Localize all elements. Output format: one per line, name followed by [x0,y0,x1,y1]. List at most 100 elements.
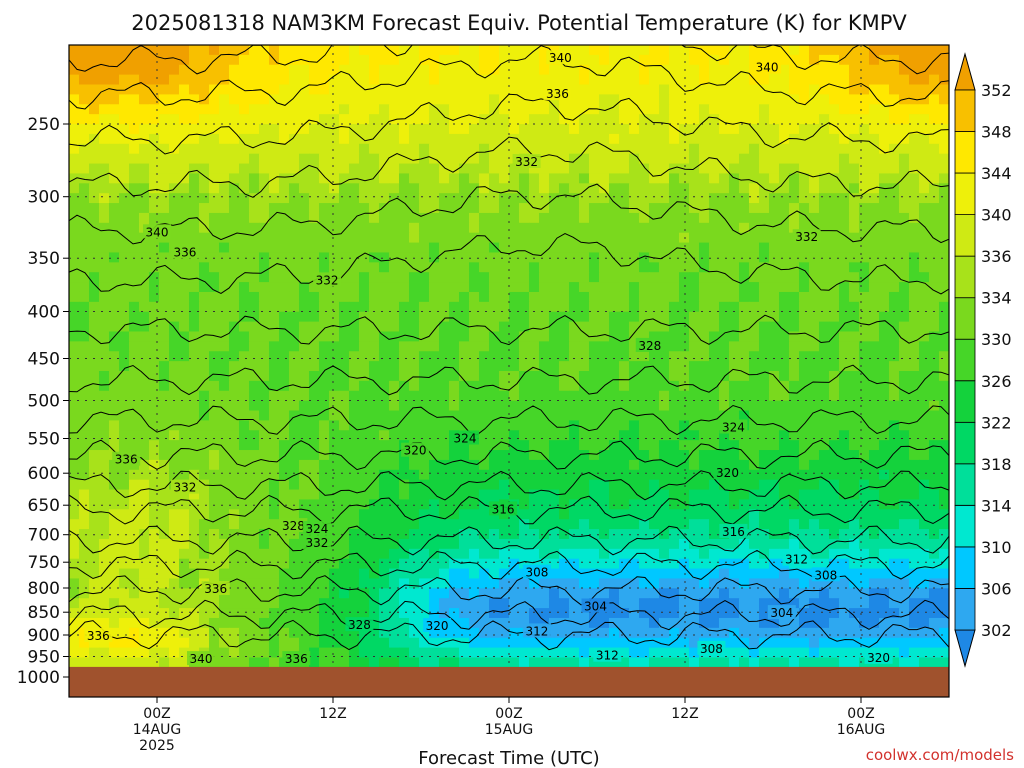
field-cell [699,351,710,362]
field-cell [309,193,320,204]
field-cell [469,509,480,520]
field-cell [149,430,160,441]
field-cell [739,272,750,283]
field-cell [79,380,90,392]
field-cell [79,558,90,570]
field-cell [409,114,420,125]
field-cell [749,114,760,125]
field-cell [679,262,690,273]
field-cell [829,400,840,412]
field-cell [429,361,440,372]
field-cell [779,390,790,402]
field-cell [529,548,540,560]
field-cell [669,390,680,402]
field-cell [849,321,860,333]
field-cell [669,430,680,441]
field-cell [559,578,570,589]
field-cell [329,232,340,244]
field-cell [329,499,340,510]
field-cell [759,420,770,431]
field-cell [269,222,280,234]
field-cell [299,558,310,570]
field-cell [749,272,760,283]
field-cell [659,578,670,589]
field-cell [879,390,890,402]
field-cell [759,341,770,352]
field-cell [649,410,660,421]
field-cell [99,183,110,194]
field-cell [789,163,800,175]
field-cell [379,519,390,530]
field-cell [659,153,670,165]
field-cell [909,232,920,244]
field-cell [919,331,930,342]
field-cell [619,124,630,135]
field-cell [749,588,760,599]
field-cell [509,568,520,580]
field-cell [289,351,300,362]
field-cell [899,469,910,481]
field-cell [459,568,470,580]
field-cell [679,321,690,333]
field-cell [289,163,300,175]
field-cell [789,361,800,372]
field-cell [709,361,720,372]
field-cell [719,222,730,234]
field-cell [849,430,860,441]
field-cell [309,311,320,323]
field-cell [519,380,530,392]
field-cell [719,193,730,204]
field-cell [349,45,360,56]
field-cell [129,124,140,135]
field-cell [879,331,890,342]
field-cell [299,588,310,599]
field-cell [859,410,870,421]
field-cell [919,262,930,273]
field-cell [699,361,710,372]
field-cell [199,291,210,303]
field-cell [129,183,140,194]
field-cell [359,529,370,540]
field-cell [169,588,180,599]
field-cell [559,390,570,402]
field-cell [939,459,949,471]
field-cell [269,489,280,501]
field-cell [289,509,300,520]
field-cell [799,133,810,145]
field-cell [839,54,850,66]
field-cell [899,74,910,86]
field-cell [249,479,260,491]
field-cell [409,133,420,145]
field-cell [129,578,140,589]
field-cell [79,430,90,441]
field-cell [779,143,790,155]
field-cell [99,440,110,451]
field-cell [709,400,720,412]
field-cell [729,282,740,293]
field-cell [329,212,340,224]
field-cell [539,291,550,303]
field-cell [759,529,770,540]
field-cell [99,212,110,224]
field-cell [179,64,190,76]
field-cell [579,450,590,461]
field-cell [579,222,590,234]
field-cell [249,598,260,609]
field-cell [279,84,290,95]
field-cell [339,430,350,441]
field-cell [159,64,170,76]
field-cell [879,212,890,224]
field-cell [159,331,170,342]
field-cell [549,311,560,323]
field-cell [109,400,120,412]
field-cell [409,252,420,263]
field-cell [239,153,250,165]
field-cell [669,272,680,283]
field-cell [529,440,540,451]
field-cell [349,469,360,481]
field-cell [439,232,450,244]
field-cell [579,94,590,105]
field-cell [529,410,540,421]
field-cell [249,291,260,303]
field-cell [189,124,200,135]
